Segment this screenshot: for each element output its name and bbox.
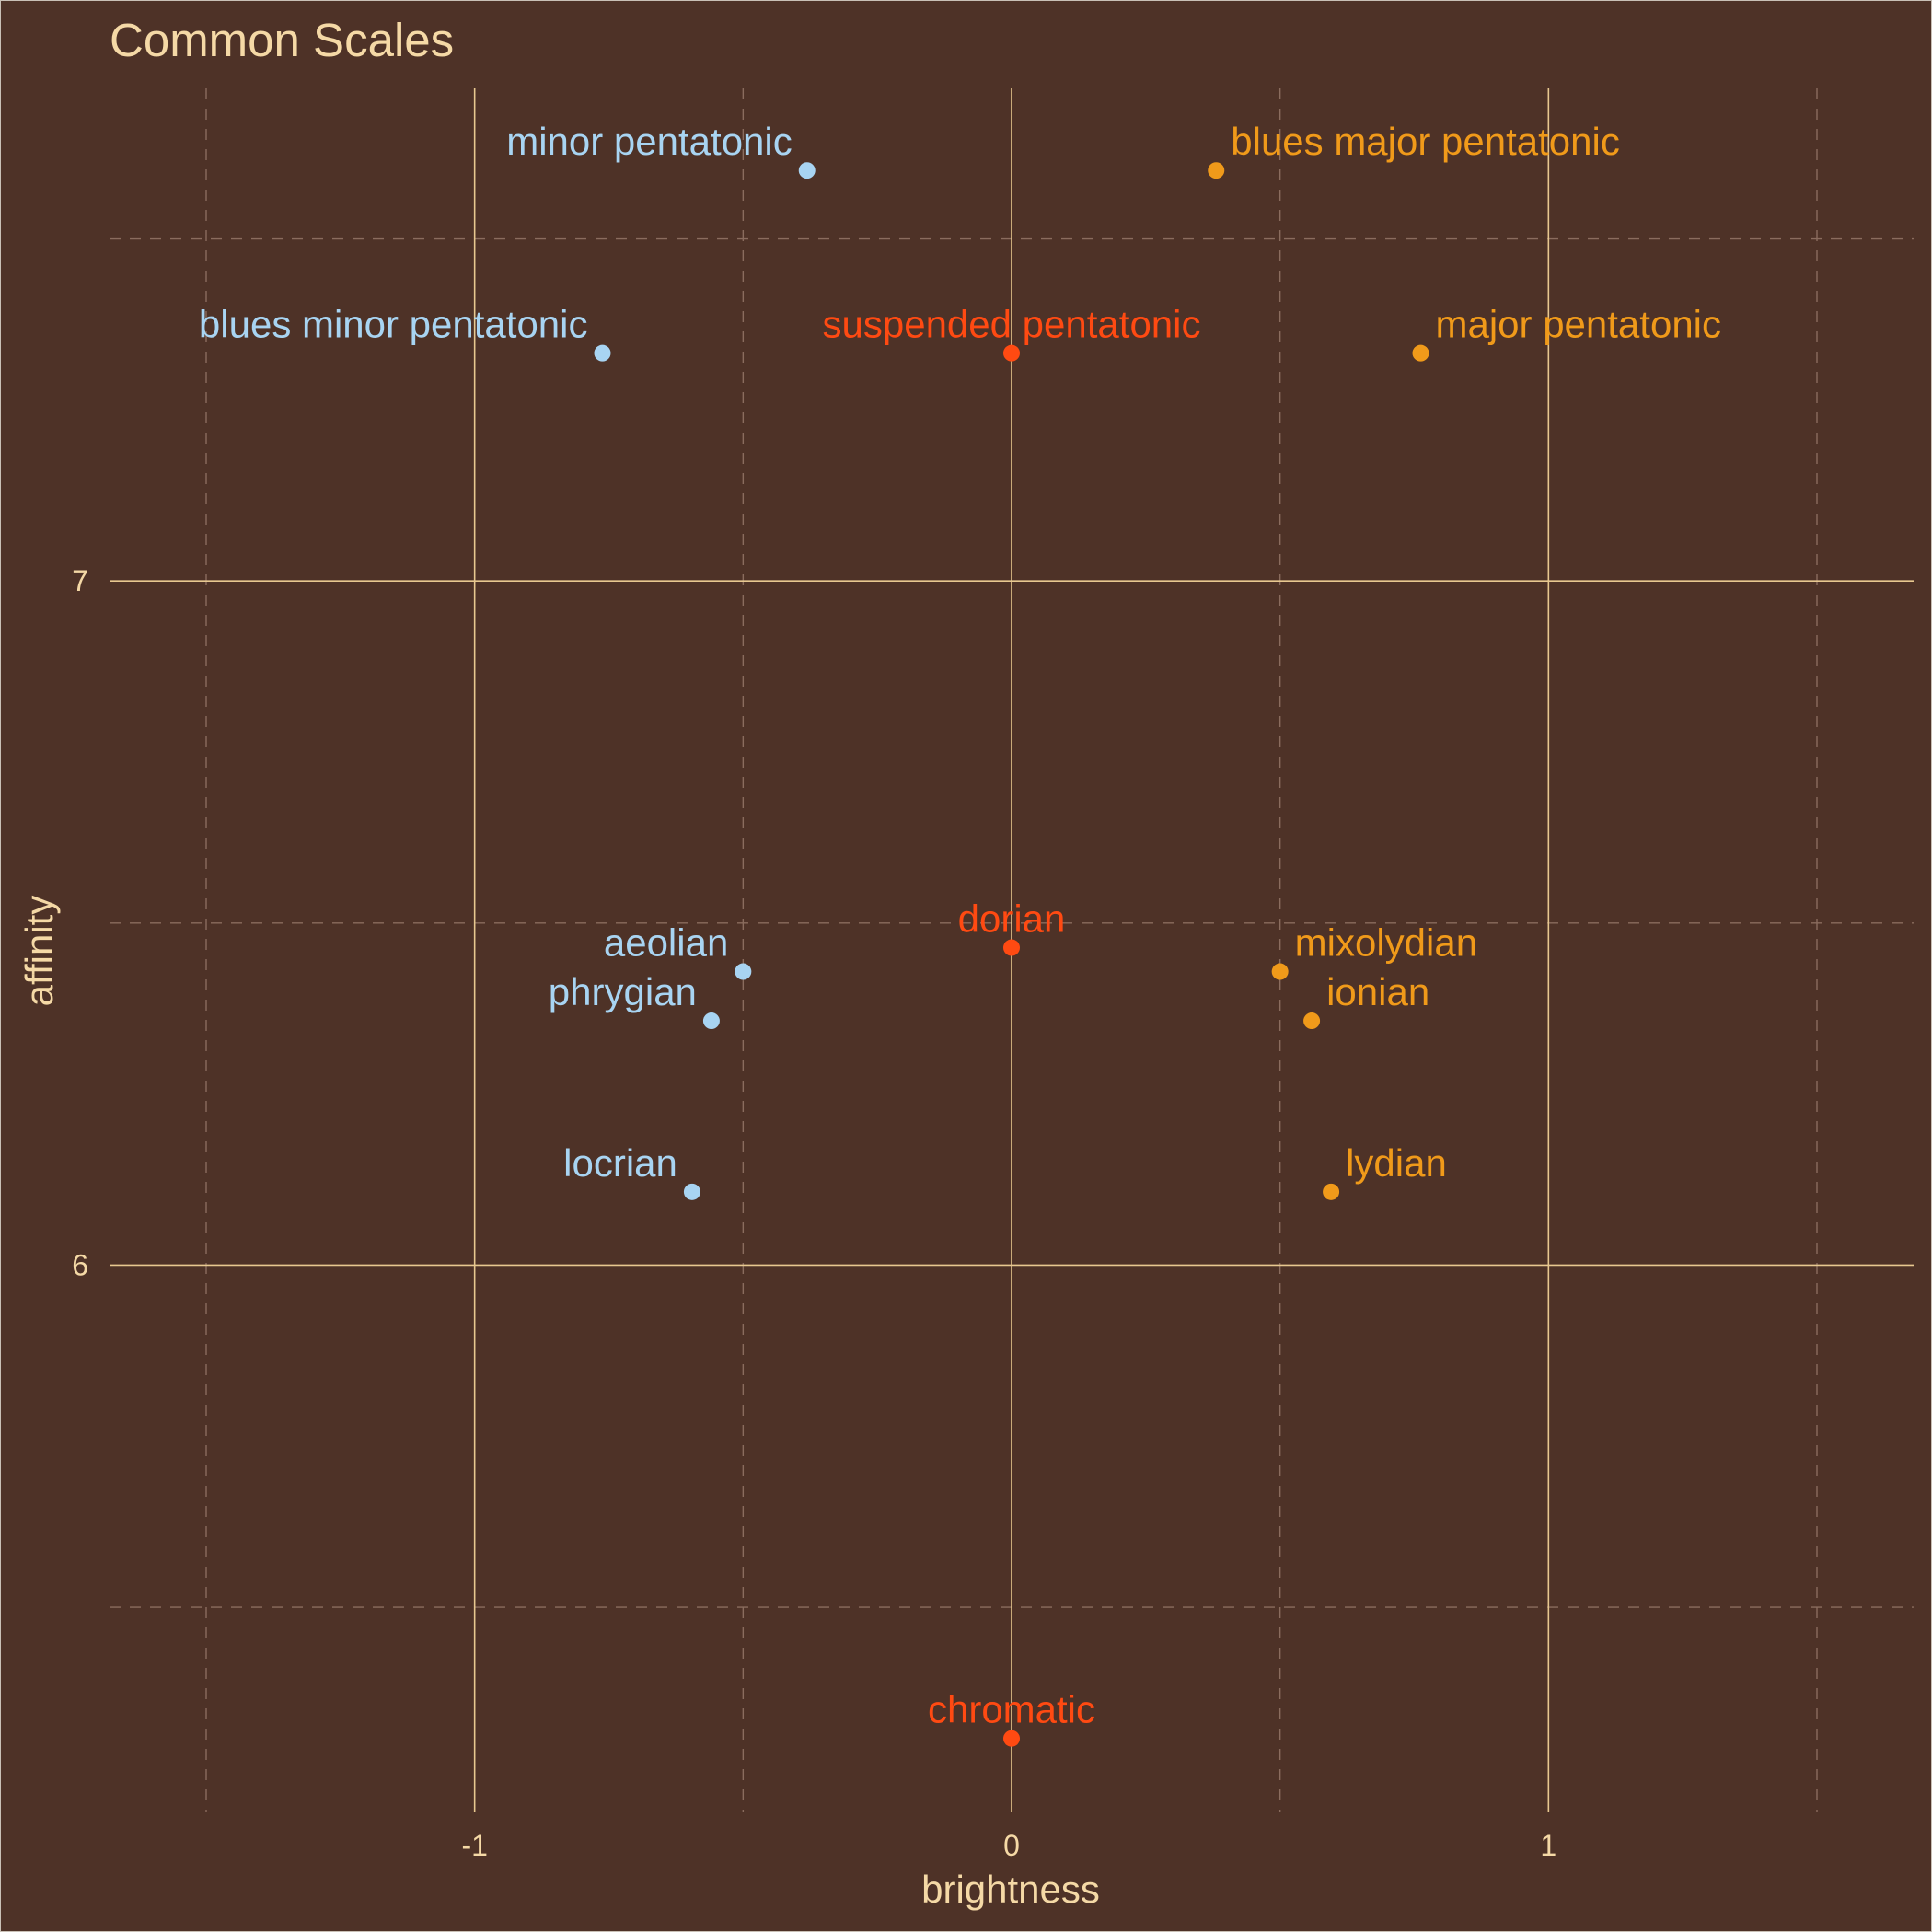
data-points: [594, 162, 1429, 1747]
x-tick-label: -1: [461, 1829, 487, 1862]
point-label: lydian: [1346, 1141, 1447, 1185]
grid-lines: [110, 88, 1914, 1812]
x-axis-title: brightness: [921, 1868, 1100, 1911]
y-tick-label: 6: [72, 1248, 88, 1281]
data-point: [735, 963, 752, 980]
data-point: [1412, 344, 1429, 362]
axis-ticks: -1 0 1 6 7: [72, 564, 1556, 1862]
data-point: [1003, 939, 1020, 956]
chart-title: Common Scales: [110, 14, 454, 66]
point-label: locrian: [563, 1141, 677, 1185]
point-label: phrygian: [549, 970, 697, 1013]
data-point: [1003, 1730, 1020, 1747]
point-label: mixolydian: [1295, 921, 1477, 965]
point-label: minor pentatonic: [506, 120, 792, 163]
point-label: dorian: [958, 897, 1066, 941]
data-point: [1323, 1183, 1340, 1200]
point-label: major pentatonic: [1436, 303, 1722, 346]
data-point: [1303, 1012, 1321, 1030]
data-point: [1271, 963, 1289, 980]
data-point: [702, 1012, 720, 1030]
data-point: [1003, 344, 1020, 362]
data-point: [683, 1183, 700, 1200]
point-label: aeolian: [604, 921, 728, 965]
point-labels: minor pentatonic blues major pentatonic bl…: [199, 120, 1721, 1731]
point-label: blues major pentatonic: [1231, 120, 1620, 163]
y-tick-label: 7: [72, 564, 88, 597]
x-tick-label: 1: [1540, 1829, 1556, 1862]
point-label: blues minor pentatonic: [199, 303, 588, 346]
data-point: [798, 162, 816, 179]
point-label: ionian: [1326, 970, 1429, 1013]
data-point: [1208, 162, 1225, 179]
point-label: chromatic: [928, 1688, 1095, 1731]
y-axis-title: affinity: [17, 896, 61, 1007]
data-point: [594, 344, 611, 362]
x-tick-label: 0: [1003, 1829, 1020, 1862]
point-label: suspended pentatonic: [823, 303, 1201, 346]
